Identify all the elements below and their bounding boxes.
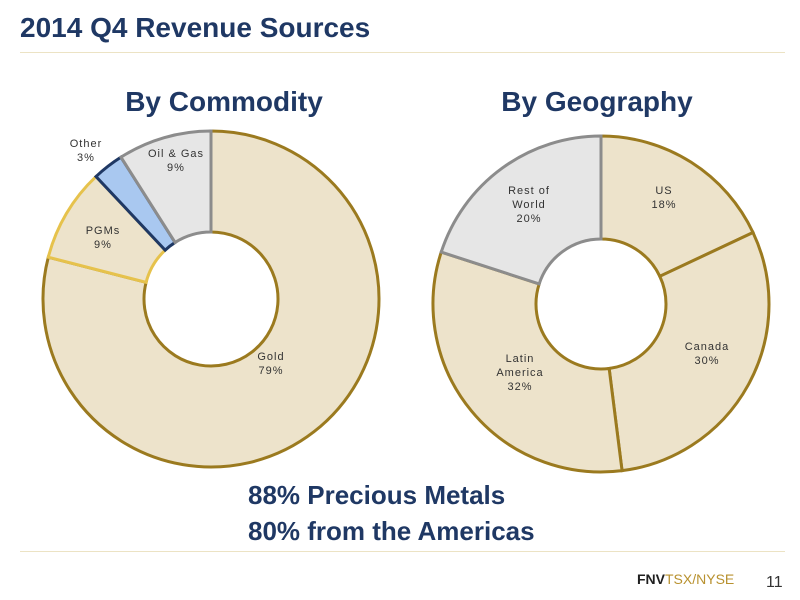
geography-slice-canada: [607, 230, 771, 473]
summary-precious-metals: 88% Precious Metals: [248, 480, 506, 510]
summary-americas: 80% from the Americas: [248, 516, 535, 546]
chart-title-commodity: By Commodity: [125, 86, 323, 117]
geography-slice-latin-america: [431, 250, 624, 474]
geography-label-us: US 18%: [651, 185, 676, 211]
chart-title-geography: By Geography: [501, 86, 693, 117]
commodity-label-pgms: PGMs 9%: [86, 225, 121, 251]
logo-exchange: TSX/NYSE: [665, 571, 735, 587]
commodity-label-gold: Gold 79%: [257, 351, 284, 377]
logo-company: FNV: [637, 571, 665, 587]
page-number: 11: [766, 574, 783, 591]
company-logo: FNVTSX/NYSE: [637, 571, 755, 591]
title-divider: [20, 52, 785, 53]
commodity-slice-gold: [41, 129, 381, 469]
geography-slice-rest-of-world: [439, 134, 603, 286]
slide-title: 2014 Q4 Revenue Sources: [20, 12, 371, 43]
commodity-slice-oil-gas: [118, 129, 213, 245]
geography-label-latin-america: Latin America 32%: [496, 353, 543, 393]
commodity-label-other: Other 3%: [70, 138, 103, 164]
geography-label-canada: Canada 30%: [685, 341, 730, 367]
footer-divider: [20, 551, 785, 552]
commodity-label-oil-gas: Oil & Gas 9%: [148, 148, 204, 174]
geography-label-rest-of-world: Rest of World 20%: [508, 185, 550, 225]
geography-slice-us: [599, 134, 756, 279]
